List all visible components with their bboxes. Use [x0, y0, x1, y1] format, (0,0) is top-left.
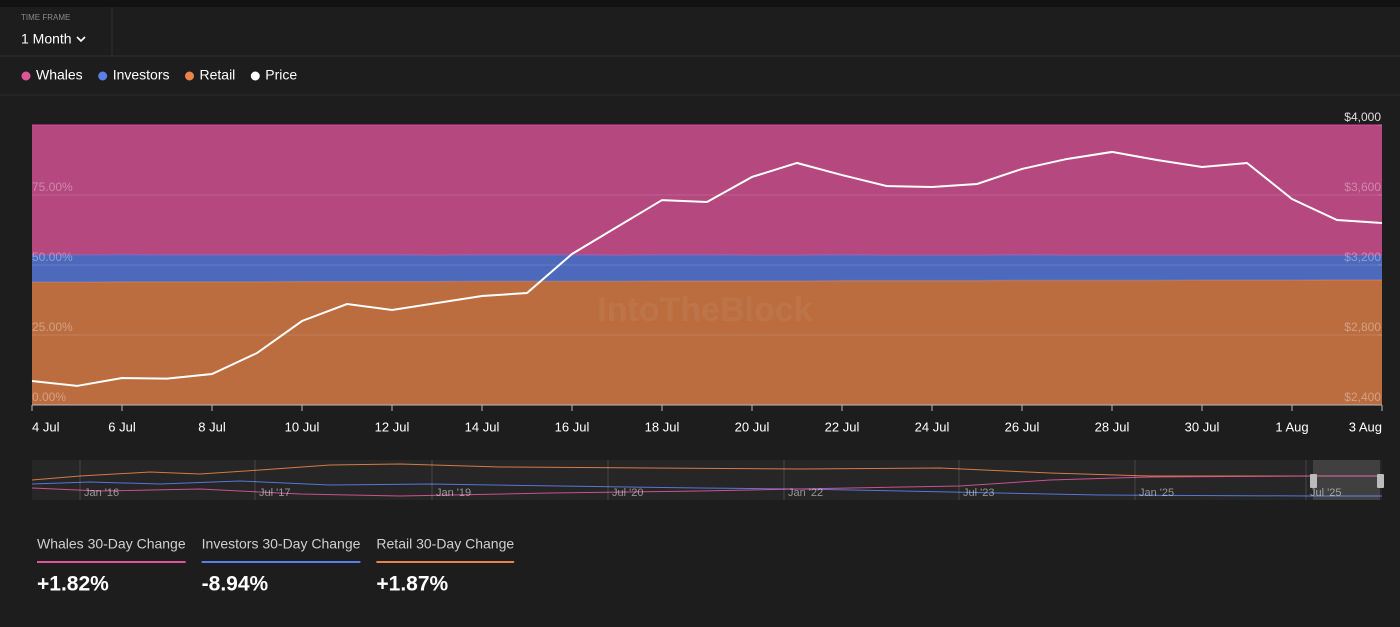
navigator-label: Jul '25	[1310, 487, 1341, 499]
x-tick-label: 30 Jul	[1185, 419, 1220, 434]
x-tick-label: 28 Jul	[1095, 419, 1130, 434]
x-tick-label: 24 Jul	[915, 419, 950, 434]
x-tick-label: 26 Jul	[1005, 419, 1040, 434]
navigator-handle[interactable]	[1377, 474, 1384, 488]
navigator-handle[interactable]	[1310, 474, 1317, 488]
x-tick-label: 1 Aug	[1275, 419, 1308, 434]
navigator-window[interactable]	[1313, 460, 1380, 500]
change-label: Retail 30-Day Change	[376, 536, 514, 552]
navigator-label: Jul '20	[612, 487, 643, 499]
change-value: -8.94%	[202, 573, 269, 596]
y-tick-label: 0.00%	[32, 390, 66, 404]
x-tick-label: 3 Aug	[1349, 419, 1382, 434]
plot: 0.00% 25.00% 50.00% 75.00% $2,400 $2,800 $3,20…	[31, 110, 1383, 434]
navigator-line	[31, 475, 1382, 497]
timeframe-label: TIME FRAME	[21, 13, 70, 22]
top-bar	[0, 0, 1400, 7]
y2-tick-label: $2,800	[1344, 320, 1381, 334]
x-tick-label: 14 Jul	[465, 419, 500, 434]
navigator: Jan '16 Jul '17 Jan '19 Jul '20 Jan '22 Jul '…	[31, 460, 1384, 500]
legend-dot	[250, 71, 260, 81]
x-tick-label: 6 Jul	[108, 419, 136, 434]
legend-label: Price	[265, 67, 297, 83]
area	[32, 279, 1382, 405]
x-tick-label: 12 Jul	[375, 419, 410, 434]
x-tick-label: 10 Jul	[285, 419, 320, 434]
y2-tick-label: $3,200	[1344, 250, 1381, 264]
y-tick-label: 25.00%	[32, 320, 73, 334]
y-tick-label: 50.00%	[32, 250, 73, 264]
navigator-line	[31, 480, 1382, 497]
navigator-label: Jan '22	[788, 487, 823, 499]
watermark: IntoTheBlock	[597, 291, 812, 329]
change-value: +1.82%	[37, 573, 109, 596]
y2-tick-label: $3,600	[1344, 180, 1381, 194]
navigator-label: Jan '25	[1139, 487, 1174, 499]
timeframe-value[interactable]: 1 Month	[21, 31, 72, 47]
change-value: +1.87%	[376, 573, 448, 596]
navigator-label: Jan '19	[436, 487, 471, 499]
change-cards: Whales 30-Day Change +1.82% Investors 30-D…	[37, 536, 514, 596]
x-tick-label: 20 Jul	[735, 419, 770, 434]
x-tick-label: 16 Jul	[555, 419, 590, 434]
legend-label: Whales	[36, 67, 83, 83]
area	[32, 125, 1382, 256]
x-tick-label: 4 Jul	[32, 419, 60, 434]
x-tick-label: 18 Jul	[645, 419, 680, 434]
area	[32, 254, 1382, 283]
change-label: Investors 30-Day Change	[202, 536, 361, 552]
navigator-line	[31, 463, 1382, 481]
y2-tick-label: $4,000	[1344, 110, 1381, 124]
timeframe-dropdown[interactable]: 1 Month	[21, 31, 86, 47]
legend-dot	[185, 71, 194, 81]
price-line	[31, 150, 1383, 387]
x-tick-label: 8 Jul	[198, 419, 226, 434]
legend-dot	[98, 71, 108, 81]
x-tick-label: 22 Jul	[825, 419, 860, 434]
legend: Whales Investors Retail Price	[21, 67, 297, 83]
change-label: Whales 30-Day Change	[37, 536, 186, 552]
legend-label: Retail	[200, 67, 236, 83]
navigator-label: Jan '16	[84, 487, 119, 499]
legend-dot	[21, 71, 31, 81]
legend-label: Investors	[113, 67, 170, 83]
navigator-label: Jul '23	[963, 487, 994, 499]
chevron[interactable]	[76, 36, 86, 43]
y2-tick-label: $2,400	[1344, 390, 1381, 404]
y-tick-label: 75.00%	[32, 180, 73, 194]
navigator-label: Jul '17	[259, 487, 290, 499]
navigator-bg	[32, 460, 1382, 500]
